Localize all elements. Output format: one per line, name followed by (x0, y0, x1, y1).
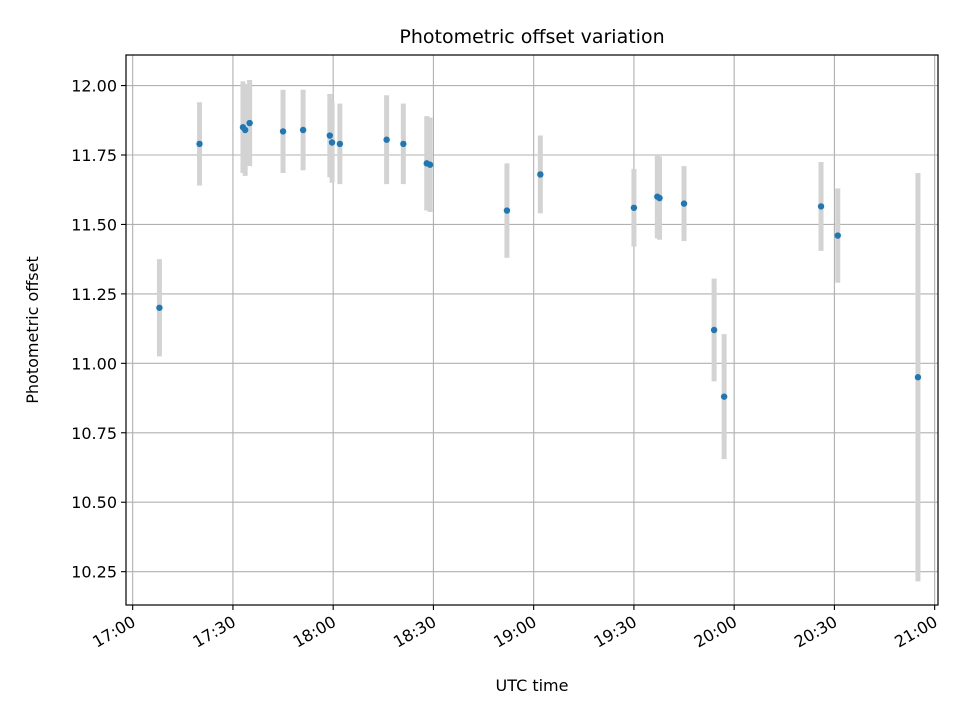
data-point (710, 326, 718, 334)
data-point (156, 304, 163, 311)
y-tick-label: 10.50 (71, 493, 117, 512)
y-tick-layer: 10.25 10.50 10.75 11.00 11.25 11.50 11.75 12.00 (71, 77, 126, 582)
data-point (503, 207, 511, 214)
x-axis-label: UTC time (496, 676, 569, 695)
chart-title: Photometric offset variation (399, 26, 664, 48)
data-point (426, 161, 434, 168)
y-tick-label: 12.00 (71, 77, 117, 96)
data-point (246, 119, 253, 127)
data-point (720, 393, 728, 400)
y-axis-label: Photometric offset (23, 256, 42, 404)
data-point (326, 132, 334, 139)
data-point (241, 126, 249, 134)
data-point (537, 171, 544, 178)
data-point (336, 140, 344, 148)
data-point (630, 204, 638, 211)
y-tick-label: 11.25 (71, 285, 117, 304)
y-tick-label: 11.75 (71, 146, 117, 165)
data-point (834, 232, 841, 239)
data-point (279, 128, 287, 135)
data-point-layer (156, 119, 922, 400)
y-tick-label: 11.00 (71, 354, 117, 373)
grid-layer (126, 55, 938, 605)
data-point (817, 203, 825, 210)
plot-frame (125, 54, 939, 606)
data-point (196, 140, 203, 148)
y-tick-label: 10.75 (71, 424, 117, 443)
data-point (656, 194, 663, 202)
data-point (299, 126, 307, 134)
data-point (383, 136, 390, 143)
data-point (680, 200, 688, 207)
y-tick-label: 10.25 (71, 563, 117, 582)
data-point (328, 139, 336, 146)
data-point (400, 140, 407, 148)
data-point (914, 374, 922, 381)
y-tick-label: 11.50 (71, 215, 117, 234)
